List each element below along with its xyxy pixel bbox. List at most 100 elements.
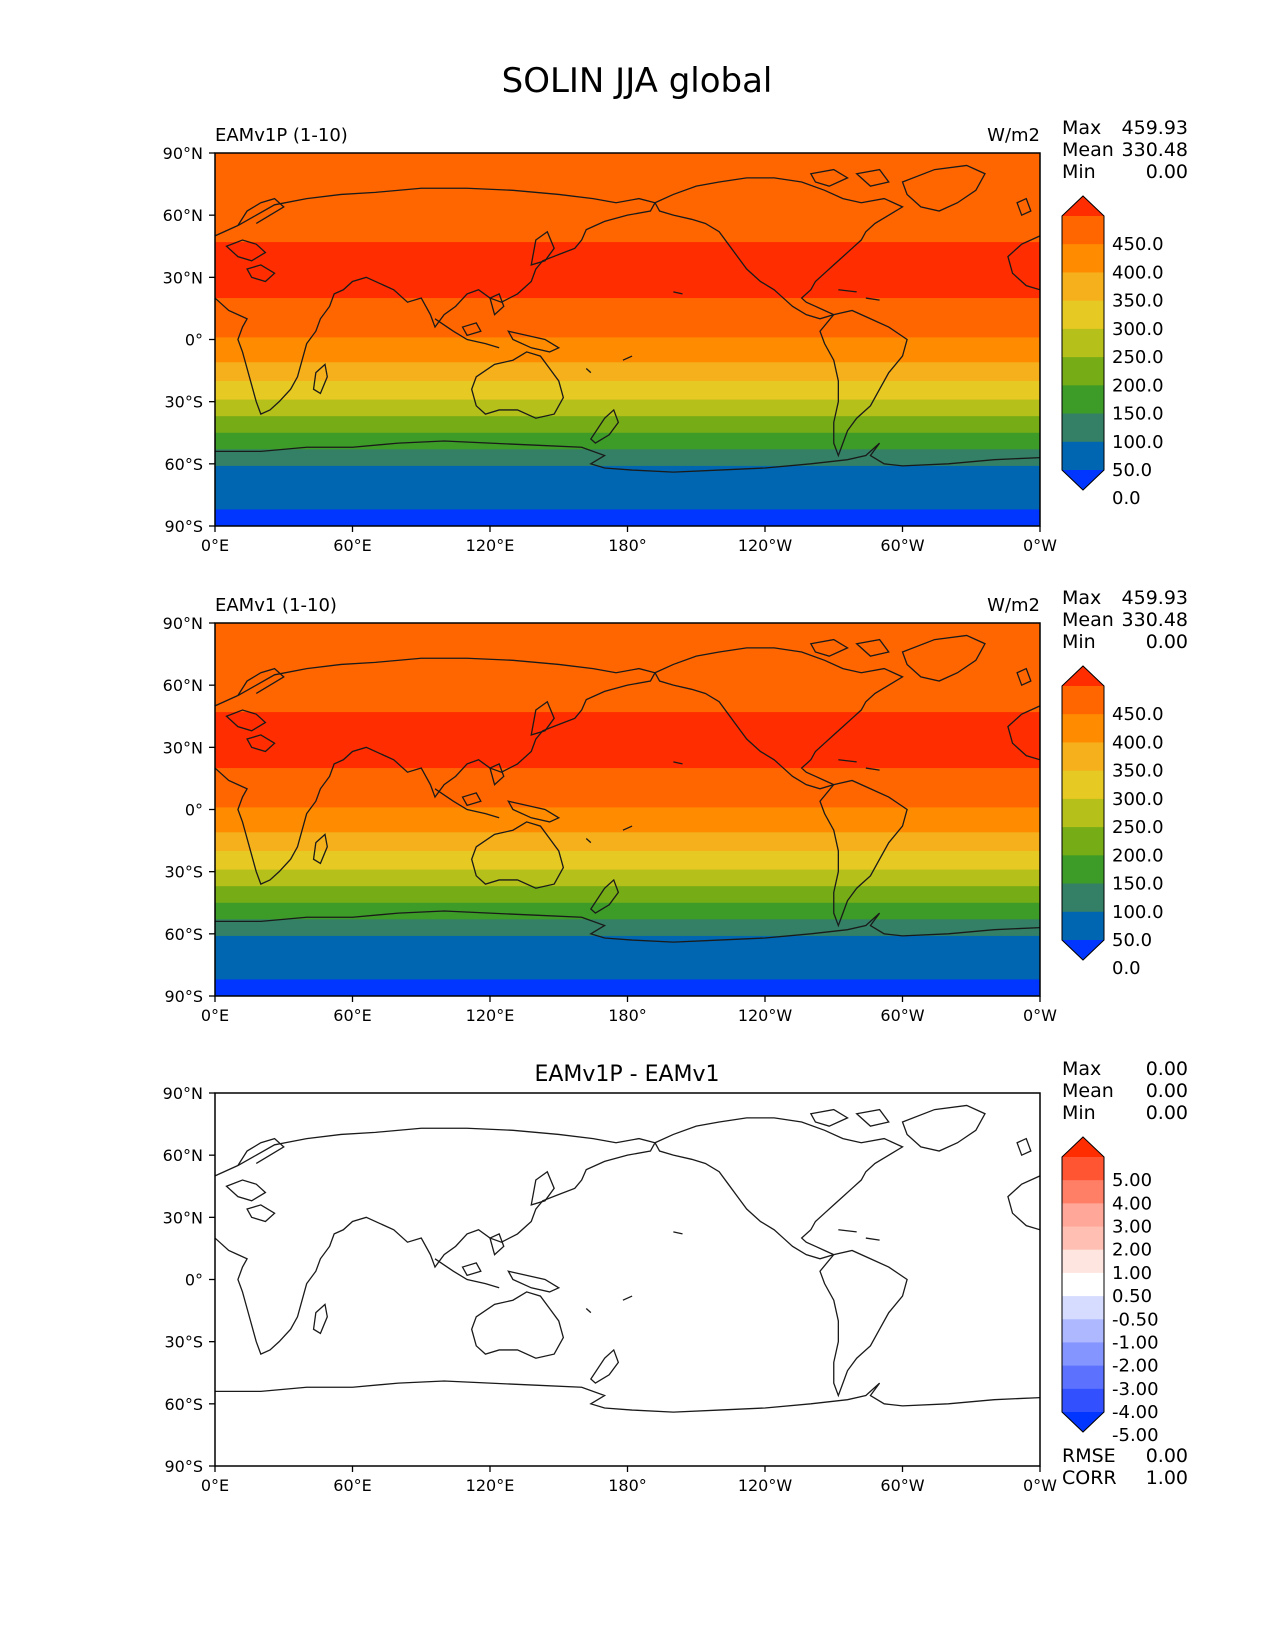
band (215, 242, 1040, 299)
x-ticks: 0°E 60°E 120°E 180° 120°W 60°W 0°W (201, 526, 1057, 555)
y-tick-label: 90°N (163, 1084, 203, 1103)
band (215, 449, 1040, 467)
colorbar-segment (1062, 1319, 1104, 1343)
colorbar-outline (1061, 195, 1105, 491)
colorbar-extend-max (1062, 196, 1104, 216)
band (215, 509, 1040, 526)
band (215, 298, 1040, 339)
band (215, 935, 1040, 981)
band (215, 623, 1040, 713)
x-tick-label: 60°W (880, 1006, 924, 1025)
stat-label: Mean (1062, 1080, 1114, 1102)
colorbar-label: 400.0 (1112, 732, 1164, 753)
colorbar-outline (1061, 1136, 1105, 1433)
panel-title: EAMv1P - EAMv1 (534, 1062, 719, 1087)
stat-value: 459.93 (1122, 587, 1188, 609)
colorbar: 450.0 400.0 350.0 300.0 250.0 200.0 150.0 100.0… (1061, 665, 1164, 979)
stat-label: Min (1062, 1102, 1096, 1124)
x-tick-label: 0°W (1023, 1476, 1057, 1495)
colorbar: 5.004.003.002.001.000.50-0.50-1.00-2.00-… (1061, 1136, 1159, 1446)
stats: Max 0.00 Mean 0.00 Min 0.00 RMSE 0.00 CO… (1062, 1058, 1188, 1489)
y-tick-label: 30°S (164, 863, 203, 882)
colorbar-label: 450.0 (1112, 234, 1164, 255)
colorbar-label: 350.0 (1112, 291, 1164, 312)
colorbar-segment (1062, 1180, 1104, 1204)
stat-value: 0.00 (1146, 161, 1188, 183)
band (215, 380, 1040, 401)
colorbar-segment (1062, 1365, 1104, 1390)
band (215, 416, 1040, 434)
colorbar-segment (1062, 798, 1104, 828)
colorbar-segment (1062, 911, 1104, 941)
rmse-label: RMSE (1062, 1445, 1116, 1467)
panel-2: EAMv1 (1-10) W/m2 0°E 60°E 120°E 180° 120°W 6… (163, 587, 1188, 1025)
x-tick-label: 180° (608, 536, 647, 555)
x-tick-label: 0°W (1023, 536, 1057, 555)
x-tick-label: 120°E (466, 536, 515, 555)
colorbar-segment (1062, 328, 1104, 358)
stats: Max 459.93 Mean 330.48 Min 0.00 (1062, 587, 1188, 653)
colorbar-label: 0.50 (1112, 1286, 1152, 1307)
colorbar-segment (1062, 1203, 1104, 1228)
colorbar-label: 150.0 (1112, 874, 1164, 895)
colorbar-segment (1062, 1157, 1104, 1181)
panel-3: EAMv1P - EAMv1 0°E 60°E 120°E 180° 120°W 60°W… (163, 1058, 1188, 1495)
colorbar-segment (1062, 1249, 1104, 1274)
y-ticks: 90°N 60°N 30°N 0° 30°S 60°S 90°S (163, 144, 215, 536)
x-tick-label: 60°W (880, 1476, 924, 1495)
stats: Max 459.93 Mean 330.48 Min 0.00 (1062, 117, 1188, 183)
y-tick-label: 90°S (164, 1457, 203, 1476)
y-tick-label: 30°S (164, 1333, 203, 1352)
y-ticks: 90°N 60°N 30°N 0° 30°S 60°S 90°S (163, 1084, 215, 1476)
x-tick-label: 120°E (466, 1476, 515, 1495)
colorbar-segment (1062, 770, 1104, 800)
colorbar-label: 100.0 (1112, 902, 1164, 923)
x-tick-label: 60°W (880, 536, 924, 555)
band (215, 832, 1040, 852)
colorbar-extend-min (1062, 940, 1104, 960)
map-bands (215, 623, 1040, 996)
y-tick-label: 90°S (164, 987, 203, 1006)
colorbar-segment (1062, 413, 1104, 443)
colorbar-label: 300.0 (1112, 789, 1164, 810)
y-tick-label: 60°S (164, 455, 203, 474)
stat-label: Max (1062, 1058, 1101, 1080)
x-tick-label: 120°W (738, 1476, 793, 1495)
colorbar-label: -2.00 (1112, 1356, 1159, 1377)
rmse-value: 0.00 (1146, 1445, 1188, 1467)
colorbar-label: 2.00 (1112, 1240, 1152, 1261)
y-ticks: 90°N 60°N 30°N 0° 30°S 60°S 90°S (163, 614, 215, 1006)
x-ticks: 0°E 60°E 120°E 180° 120°W 60°W 0°W (201, 1466, 1057, 1495)
band (215, 768, 1040, 809)
x-tick-label: 180° (608, 1006, 647, 1025)
colorbar-outline (1061, 665, 1105, 961)
colorbar-segment (1062, 300, 1104, 330)
panel-title: EAMv1 (1-10) (215, 595, 337, 616)
colorbar-segment (1062, 1296, 1104, 1320)
stat-label: Min (1062, 631, 1096, 653)
units-label: W/m2 (987, 125, 1040, 146)
stat-value: 330.48 (1122, 139, 1188, 161)
colorbar-label: -5.00 (1112, 1425, 1159, 1446)
colorbar-label: -0.50 (1112, 1309, 1159, 1330)
colorbar-segment (1062, 742, 1104, 772)
band (215, 362, 1040, 382)
y-tick-label: 30°S (164, 393, 203, 412)
x-tick-label: 0°E (201, 1006, 229, 1025)
x-ticks: 0°E 60°E 120°E 180° 120°W 60°W 0°W (201, 996, 1057, 1025)
band (215, 869, 1040, 887)
band (215, 399, 1040, 417)
y-tick-label: 90°N (163, 144, 203, 163)
band (215, 886, 1040, 904)
colorbar-label: 4.00 (1112, 1193, 1152, 1214)
y-tick-label: 0° (185, 331, 203, 350)
stat-value: 0.00 (1146, 631, 1188, 653)
colorbar-segment (1062, 244, 1104, 273)
panel-1: EAMv1P (1-10) W/m2 0°E 60°E 120°E 180° 120°W… (163, 117, 1188, 555)
band (215, 919, 1040, 937)
colorbar-label: 350.0 (1112, 761, 1164, 782)
colorbar-label: 200.0 (1112, 845, 1164, 866)
y-tick-label: 90°N (163, 614, 203, 633)
colorbar-extend-max (1062, 1137, 1104, 1157)
stat-label: Max (1062, 117, 1101, 139)
